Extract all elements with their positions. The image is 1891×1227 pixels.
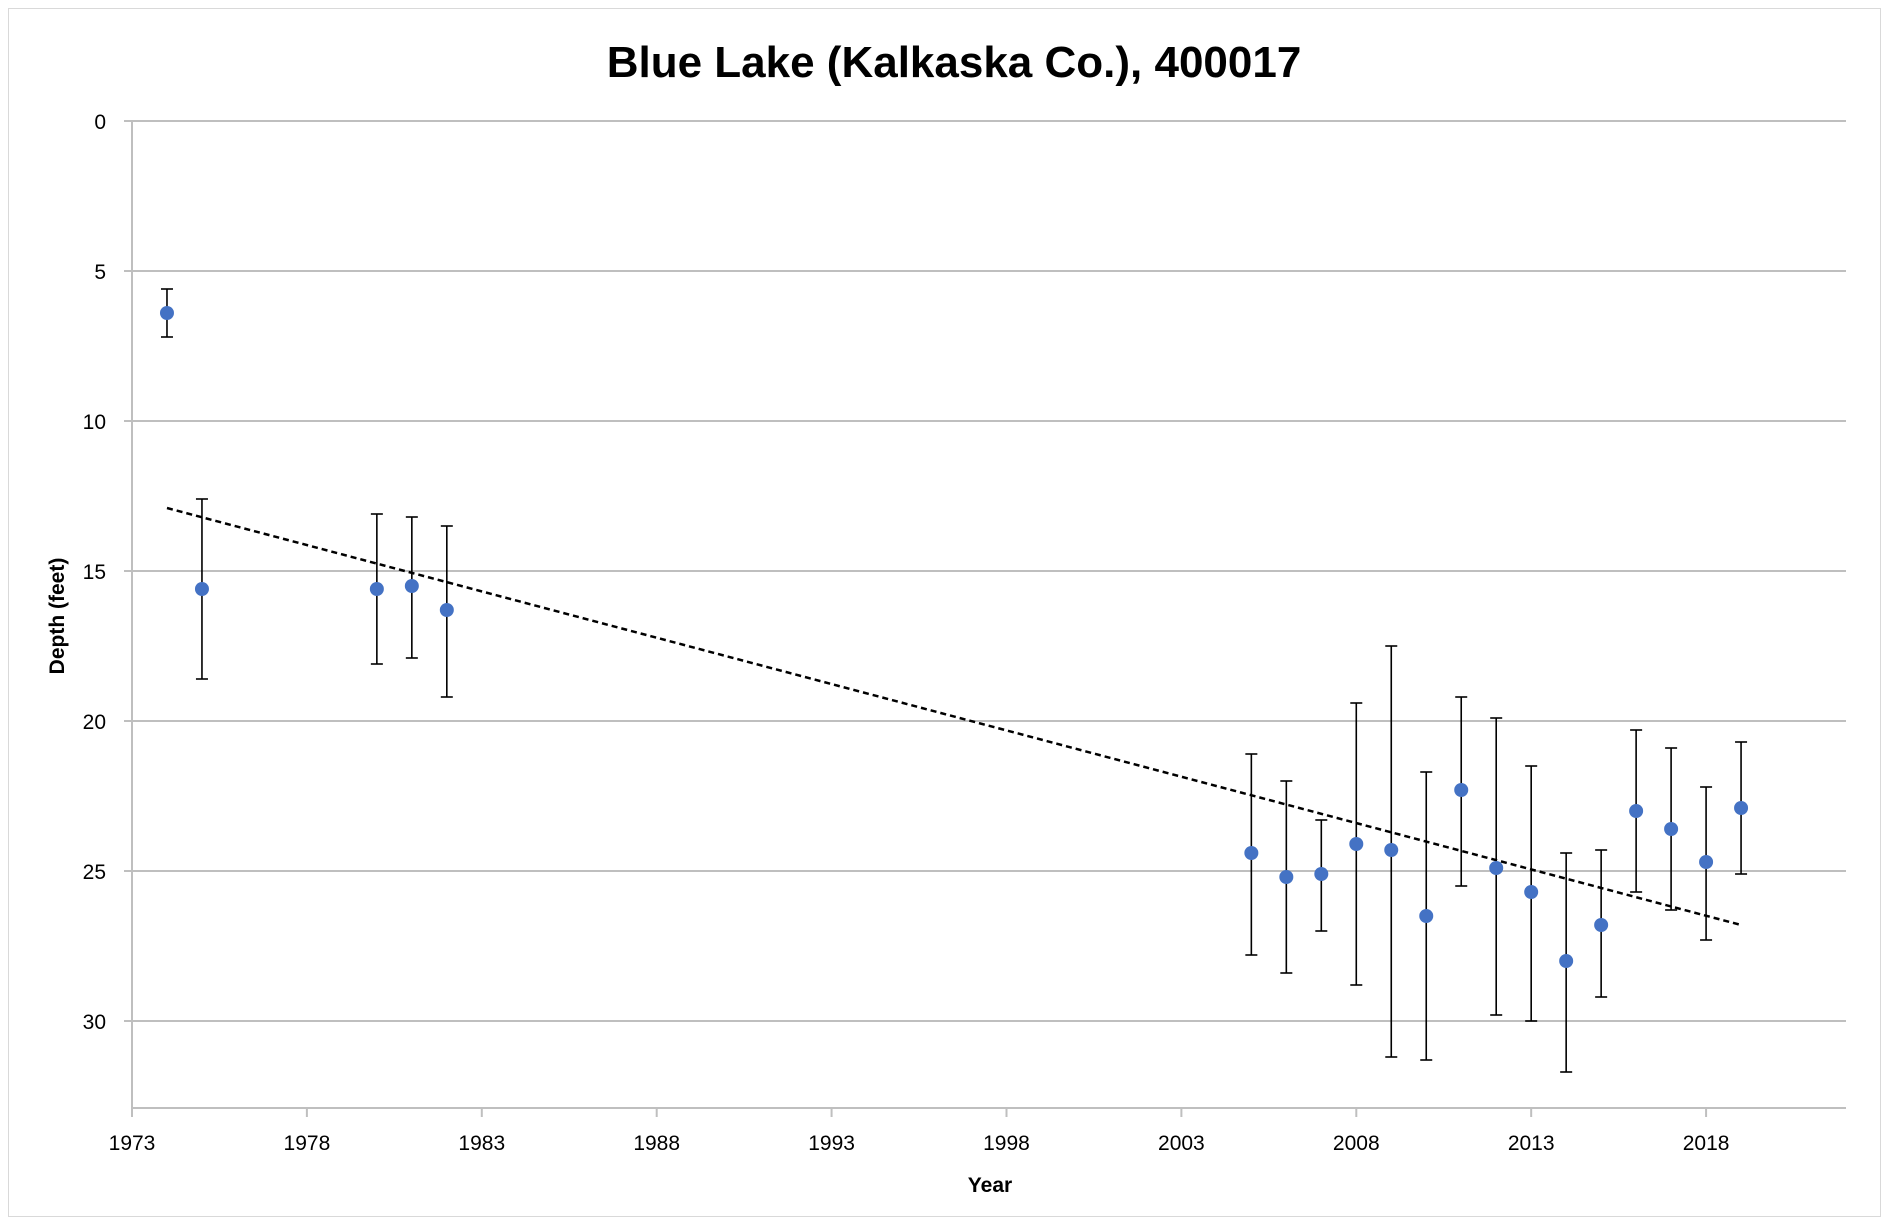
tick-labels: 0 5 10 15 20 25 30 1973 1978 1983 1988 1993 1998 2003…: [83, 111, 1730, 1155]
data-point: [1594, 918, 1609, 932]
data-point: [369, 582, 384, 596]
data-point: [1629, 804, 1644, 818]
axes: [124, 120, 1846, 1117]
data-point: [1489, 861, 1504, 875]
data-point: [194, 582, 209, 596]
data-point: [1349, 837, 1364, 851]
y-tick-label: 15: [83, 561, 106, 584]
data-point: [159, 306, 174, 320]
x-axis-title: Year: [968, 1174, 1012, 1197]
data-point: [404, 579, 419, 593]
x-tick-label: 1983: [458, 1132, 505, 1155]
data-point: [1419, 909, 1434, 923]
data-point: [1664, 822, 1679, 836]
trendline: [166, 506, 1742, 927]
data-point: [1524, 885, 1539, 899]
data-point: [1699, 855, 1714, 869]
x-tick-label: 1978: [284, 1132, 331, 1155]
x-tick-label: 2013: [1508, 1132, 1555, 1155]
data-points: [159, 306, 1749, 968]
y-tick-label: 20: [83, 711, 106, 734]
data-point: [439, 603, 454, 617]
y-tick-label: 30: [83, 1011, 106, 1034]
y-axis-title: Depth (feet): [46, 558, 69, 675]
y-tick-label: 0: [94, 111, 106, 134]
data-point: [1384, 843, 1399, 857]
chart-title: Blue Lake (Kalkaska Co.), 400017: [607, 38, 1302, 87]
chart-area: [8, 8, 1881, 1217]
y-tick-label: 25: [83, 861, 106, 884]
data-point: [1559, 954, 1574, 968]
data-point: [1244, 846, 1259, 860]
x-tick-label: 1988: [633, 1132, 680, 1155]
data-point: [1454, 783, 1469, 797]
data-point: [1734, 801, 1749, 815]
y-tick-label: 5: [94, 261, 106, 284]
data-point: [1314, 867, 1329, 881]
grid-lines: [132, 270, 1846, 1022]
y-tick-label: 10: [83, 411, 106, 434]
x-tick-label: 2003: [1158, 1132, 1205, 1155]
x-tick-label: 2018: [1683, 1132, 1730, 1155]
x-tick-label: 1998: [983, 1132, 1030, 1155]
x-tick-label: 1973: [109, 1132, 156, 1155]
x-tick-label: 1993: [808, 1132, 855, 1155]
error-bars: [160, 288, 1748, 1073]
data-point: [1279, 870, 1294, 884]
x-tick-label: 2008: [1333, 1132, 1380, 1155]
